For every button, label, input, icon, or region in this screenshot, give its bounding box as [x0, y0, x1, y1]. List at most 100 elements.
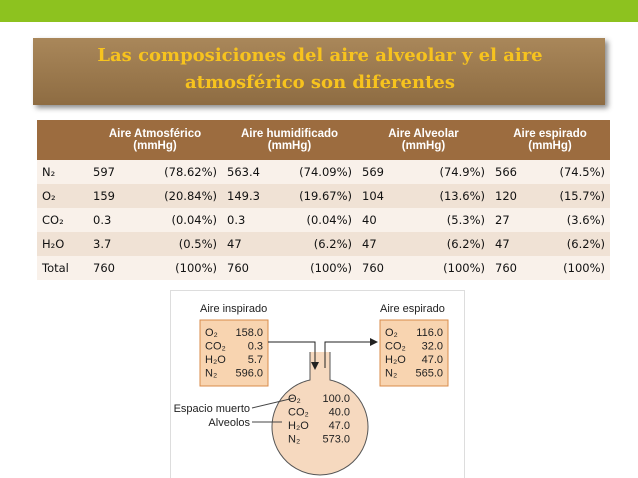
table-cell: 563.4 [222, 160, 272, 184]
table-row: N₂ 597 (78.62%) 563.4 (74.09%) 569 (74.9%) 566(… [37, 160, 610, 184]
inspired-box [199, 319, 269, 387]
table-cell: 566 [490, 160, 538, 184]
table-cell: 760 [88, 256, 140, 280]
gas-label: CO₂ [385, 341, 406, 353]
header-name: Aire espirado [513, 128, 587, 140]
table-cell: Total [37, 256, 88, 280]
table-cell: 0.3 [222, 208, 272, 232]
alveoli-label: Alveolos [208, 417, 250, 429]
table-cell: (15.7%) [538, 184, 610, 208]
table-cell: (100%) [412, 256, 490, 280]
table-cell: 120 [490, 184, 538, 208]
flask [271, 352, 369, 476]
table-cell: (0.04%) [272, 208, 357, 232]
table-cell: (6.2%) [412, 232, 490, 256]
table-cell: 760 [357, 256, 412, 280]
composition-table: Aire Atmosférico (mmHg) Aire humidificado(… [37, 120, 610, 280]
table-cell: 760 [490, 256, 538, 280]
gas-value: 573.0 [322, 434, 350, 446]
table-cell: (6.2%) [272, 232, 357, 256]
gas-value: 116.0 [416, 327, 443, 339]
table-row: O₂ 159 (20.84%) 149.3 (19.67%) 104 (13.6%) 120(… [37, 184, 610, 208]
table-cell: 597 [88, 160, 140, 184]
table-cell: (5.3%) [412, 208, 490, 232]
table-row: H₂O 3.7 (0.5%) 47 (6.2%) 47 (6.2%) 47 (6.2%) [37, 232, 610, 256]
gas-label: O₂ [385, 327, 398, 339]
inspired-label: Aire inspirado [200, 303, 267, 315]
table-cell: 27 [490, 208, 538, 232]
table-cell: 149.3 [222, 184, 272, 208]
gas-label: N₂ [385, 368, 397, 380]
table-cell: 0.3 [88, 208, 140, 232]
header-row: Aire Atmosférico (mmHg) Aire humidificado(… [37, 120, 610, 160]
table-cell: (74.5%) [538, 160, 610, 184]
outflow-arrow [324, 338, 378, 368]
dead-space-label: Espacio muerto [174, 403, 250, 415]
header-name: Aire Atmosférico [108, 128, 202, 140]
table-cell: (78.62%) [140, 160, 222, 184]
table-cell: (6.2%) [538, 232, 610, 256]
gas-label: H₂O [205, 354, 226, 366]
table-cell: 3.7 [88, 232, 140, 256]
gas-label: O₂ [288, 393, 301, 405]
table-cell: (74.09%) [272, 160, 357, 184]
header-unit: (mmHg) [267, 140, 312, 152]
header-name: Aire Alveolar [388, 128, 459, 140]
header-cell: Aire humidificado (mmHg) [222, 120, 357, 160]
table-cell: (13.6%) [412, 184, 490, 208]
table-cell: CO₂ [37, 208, 88, 232]
gas-label: N₂ [205, 368, 217, 380]
gas-label: CO₂ [205, 341, 226, 353]
table-cell: (100%) [140, 256, 222, 280]
gas-label: H₂O [288, 420, 309, 432]
table-cell: O₂ [37, 184, 88, 208]
top-bar [0, 0, 638, 22]
gas-value: 5.7 [248, 354, 263, 366]
header-unit: (mmHg) [528, 140, 572, 152]
table-cell: (0.5%) [140, 232, 222, 256]
gas-value: 100.0 [322, 393, 350, 405]
table-row: Total 760 (100%) 760 (100%) 760 (100%) 760 (100%… [37, 256, 610, 280]
slide-title: Las composiciones del aire alveolar y el… [97, 45, 543, 93]
header-unit: (mmHg) [133, 140, 177, 152]
gas-label: H₂O [385, 354, 406, 366]
gas-label: CO₂ [288, 407, 309, 419]
table-cell: 40 [357, 208, 412, 232]
gas-value: 40.0 [329, 407, 350, 419]
title-banner [33, 38, 605, 105]
table-cell: 104 [357, 184, 412, 208]
table-cell: 760 [222, 256, 272, 280]
gas-value: 47.0 [422, 354, 443, 366]
gas-label: O₂ [205, 327, 218, 339]
header-name: Aire humidificado [240, 128, 339, 140]
table-cell: H₂O [37, 232, 88, 256]
gas-label: N₂ [288, 434, 300, 446]
table-cell: (100%) [538, 256, 610, 280]
header-cell: Aire Alveolar (mmHg) [357, 120, 490, 160]
table-cell: N₂ [37, 160, 88, 184]
header-cell: Aire Atmosférico (mmHg) [88, 120, 222, 160]
header-cell: Aire espirado (mmHg) [490, 120, 610, 160]
expired-label: Aire espirado [380, 303, 445, 315]
gas-value: 596.0 [235, 368, 263, 380]
table-cell: (100%) [272, 256, 357, 280]
expired-box [379, 319, 449, 387]
header-cell [37, 120, 88, 160]
table-cell: (0.04%) [140, 208, 222, 232]
gas-value: 0.3 [248, 341, 263, 353]
table-cell: (20.84%) [140, 184, 222, 208]
table-cell: (74.9%) [412, 160, 490, 184]
table-cell: 569 [357, 160, 412, 184]
gas-value: 47.0 [329, 420, 350, 432]
pointer-line [251, 397, 295, 409]
table-cell: (3.6%) [538, 208, 610, 232]
table-cell: 159 [88, 184, 140, 208]
gas-value: 158.0 [235, 327, 263, 339]
table-cell: 47 [222, 232, 272, 256]
diagram: Aire inspirado Aire espirado Espacio mue… [170, 290, 465, 478]
table-cell: (19.67%) [272, 184, 357, 208]
table-cell: 47 [490, 232, 538, 256]
table-cell: 47 [357, 232, 412, 256]
gas-value: 565.0 [415, 368, 443, 380]
